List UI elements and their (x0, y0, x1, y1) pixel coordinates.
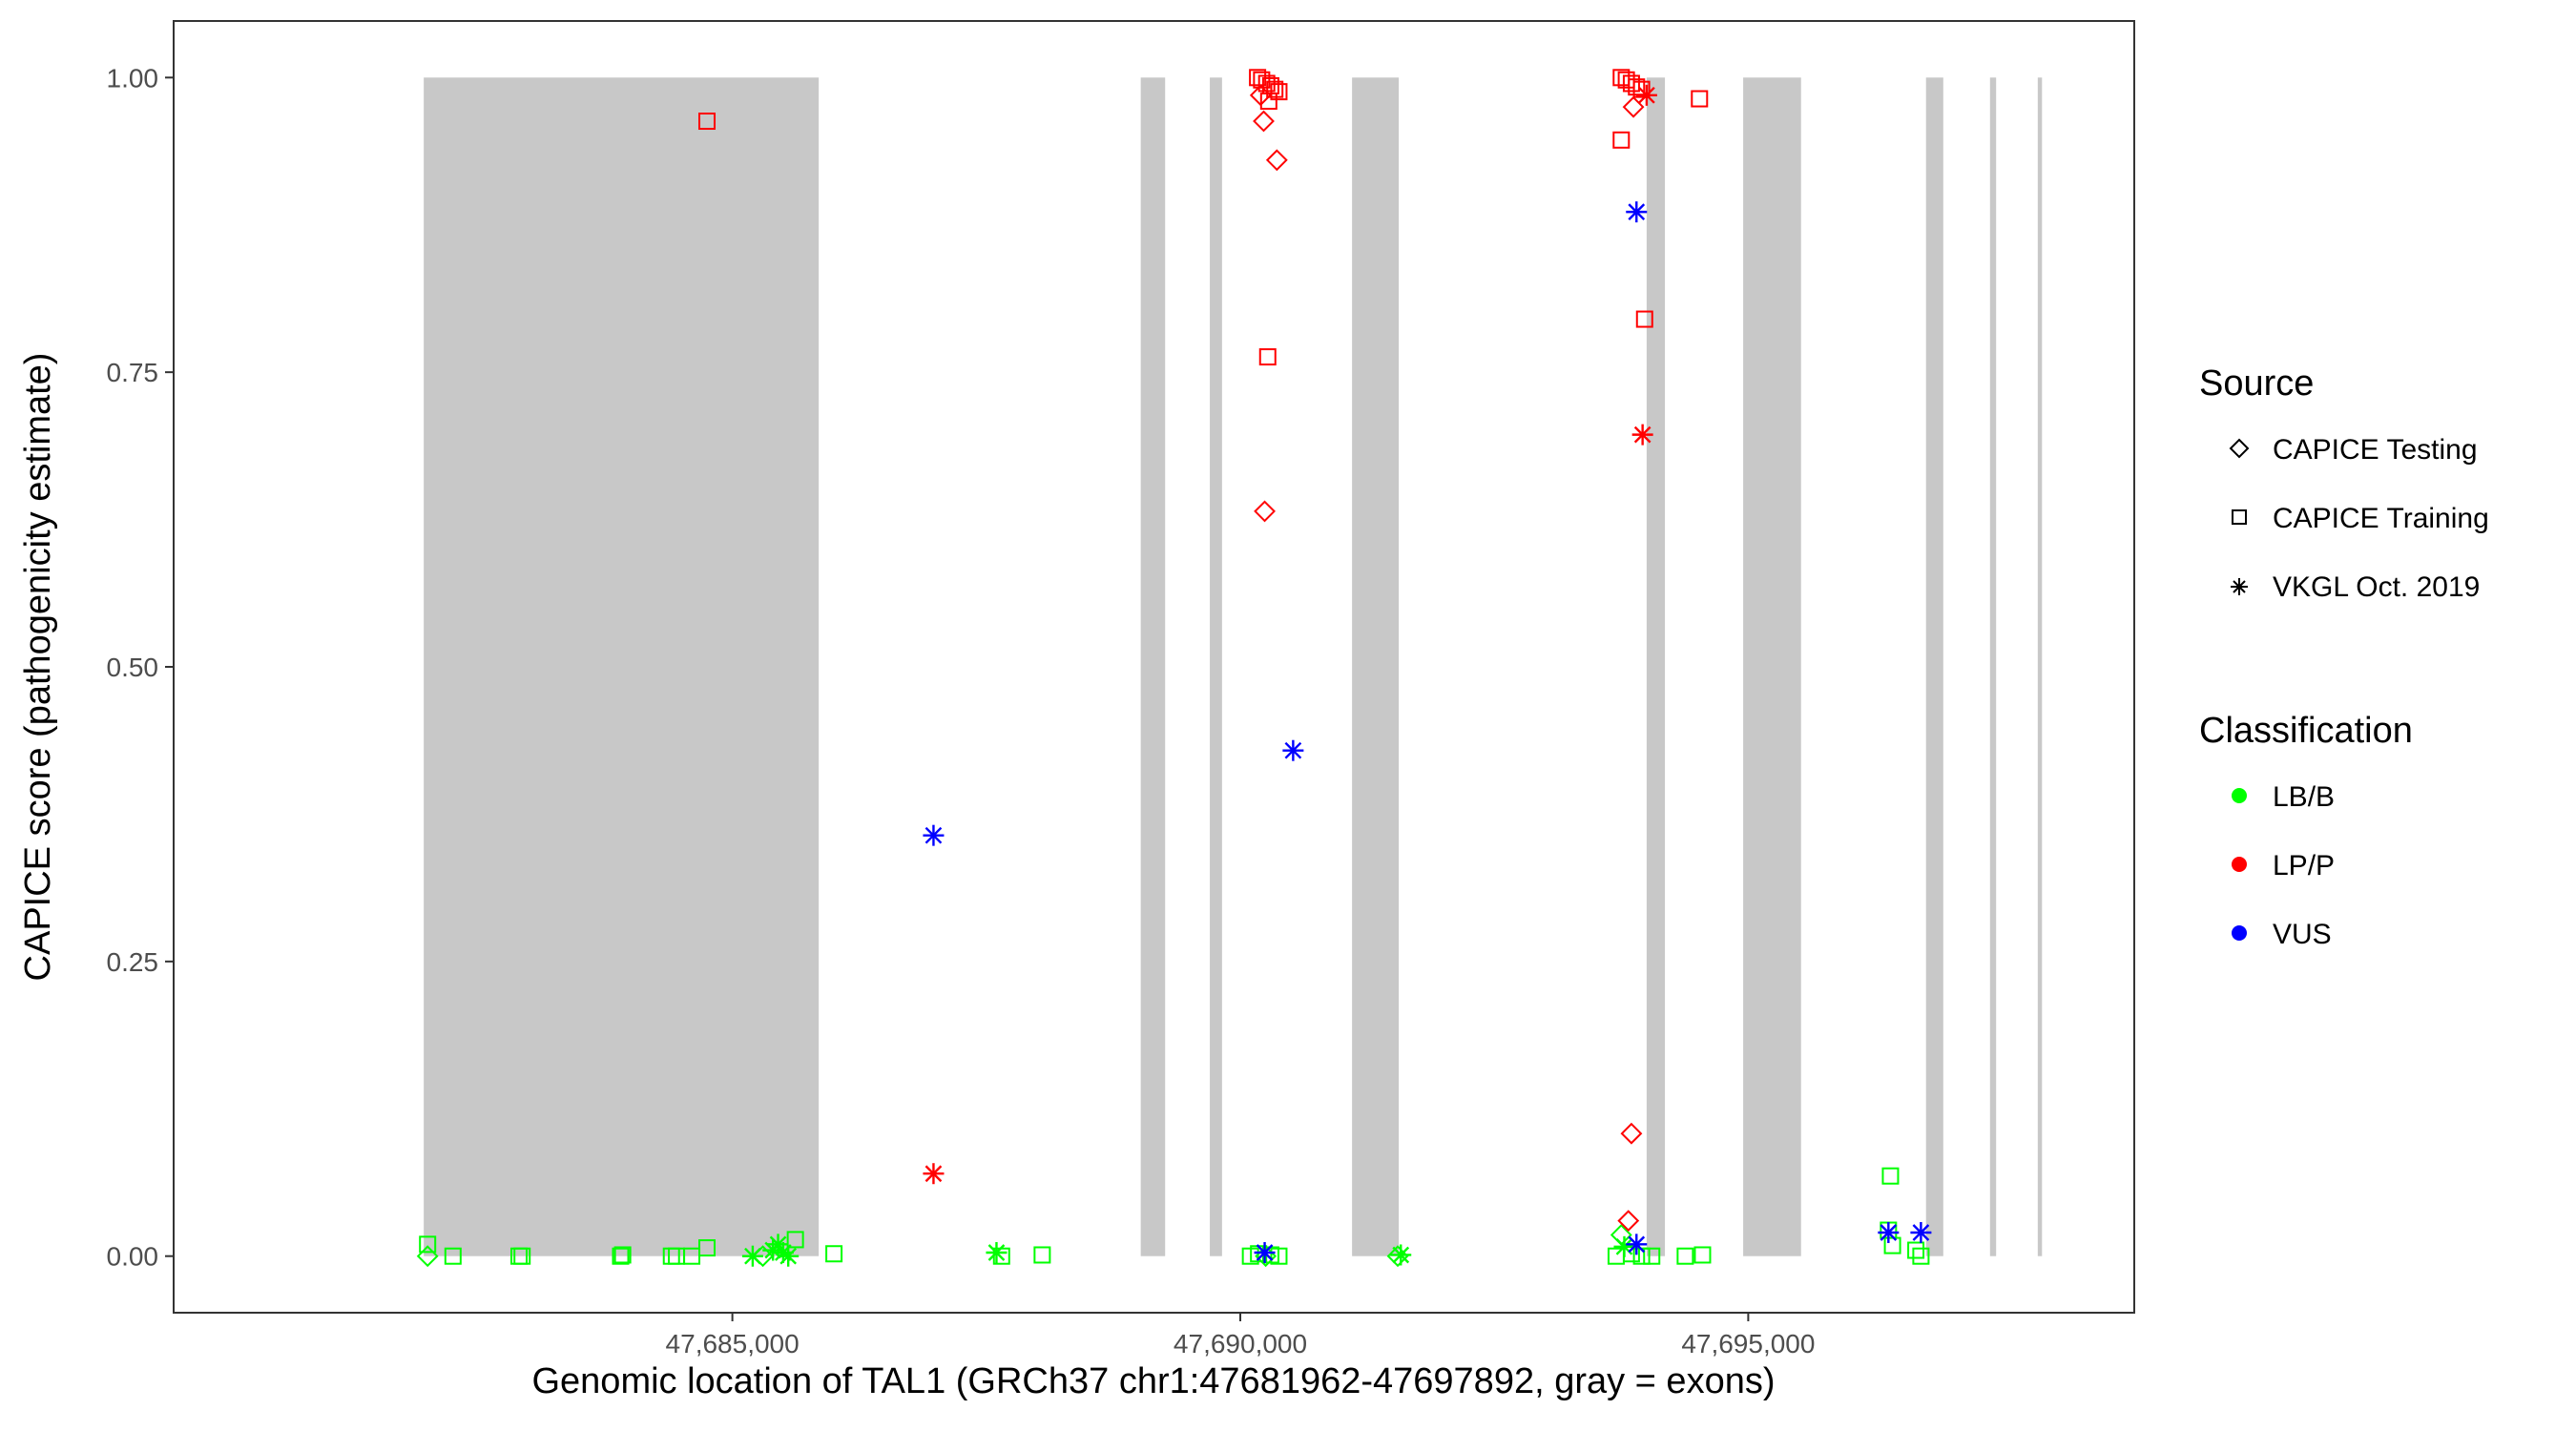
legend-source-title: Source (2199, 363, 2314, 404)
point-square (1259, 93, 1278, 111)
legend-item-vkgl: VKGL Oct. 2019 (2231, 571, 2480, 603)
x-axis: 47,685,000 47,690,000 47,695,000 (666, 1313, 1815, 1358)
point-square (825, 1245, 843, 1263)
legend-item-lp-p: LP/P (2232, 850, 2335, 881)
legend-label: CAPICE Testing (2273, 434, 2478, 466)
x-axis-title: Genomic location of TAL1 (GRCh37 chr1:47… (531, 1361, 1775, 1401)
legend-asterisk-icon (2231, 578, 2248, 595)
legend-classification-title: Classification (2199, 711, 2413, 751)
point-square (1033, 1246, 1051, 1264)
point-square (1612, 69, 1631, 87)
legend-square-icon (2232, 509, 2247, 525)
point-square (1612, 131, 1631, 149)
y-tick-label: 0.00 (107, 1242, 159, 1272)
point-diamond (416, 1245, 439, 1268)
legend-diamond-icon (2229, 438, 2250, 459)
exon-rect (1352, 77, 1400, 1256)
legend-item-capice-training: CAPICE Training (2232, 503, 2489, 534)
point-square (1676, 1247, 1694, 1265)
point-asterisk (1626, 201, 1648, 223)
legend-item-vus: VUS (2232, 919, 2332, 950)
point-asterisk (1635, 84, 1657, 106)
legend-dot-icon (2232, 788, 2247, 803)
legend-label: VKGL Oct. 2019 (2273, 571, 2480, 603)
data-points (416, 69, 1932, 1268)
point-square (1266, 80, 1284, 98)
point-square (613, 1246, 632, 1264)
point-asterisk (1631, 424, 1653, 446)
point-square (1622, 74, 1640, 93)
exon-rect (2037, 77, 2043, 1256)
x-tick-label: 47,695,000 (1681, 1329, 1815, 1358)
y-tick-label: 0.25 (107, 947, 159, 977)
point-asterisk (1282, 739, 1304, 761)
point-square (1258, 348, 1277, 366)
y-axis: 0.00 0.25 0.50 0.75 1.00 (107, 63, 174, 1272)
point-square (513, 1247, 531, 1265)
point-square (1270, 83, 1288, 101)
point-diamond (1265, 149, 1288, 172)
point-square (1881, 1167, 1900, 1185)
y-axis-title: CAPICE score (pathogenicity estimate) (18, 353, 58, 982)
exon-rect (1646, 77, 1666, 1256)
point-asterisk (1910, 1221, 1932, 1243)
point-square (1632, 80, 1651, 98)
point-diamond (1622, 95, 1645, 118)
point-asterisk (986, 1241, 1008, 1263)
point-square (698, 1239, 717, 1257)
legend-label: CAPICE Training (2273, 503, 2489, 534)
point-asterisk (923, 1163, 945, 1185)
point-square (419, 1235, 437, 1254)
point-square (992, 1247, 1010, 1265)
point-square (612, 1247, 630, 1265)
point-square (1643, 1247, 1661, 1265)
x-tick-label: 47,690,000 (1174, 1329, 1307, 1358)
legend-label: LP/P (2273, 850, 2335, 881)
point-diamond (1620, 1122, 1643, 1145)
point-asterisk (1390, 1244, 1412, 1266)
exon-regions (424, 77, 2043, 1256)
point-diamond (1254, 500, 1276, 523)
point-square (786, 1231, 804, 1249)
point-diamond (1617, 1210, 1640, 1233)
exon-rect (424, 77, 820, 1256)
point-square (1691, 90, 1709, 108)
exon-rect (1989, 77, 1997, 1256)
point-square (1912, 1247, 1930, 1265)
point-square (1635, 310, 1653, 328)
point-square (444, 1247, 462, 1265)
point-square (698, 113, 717, 131)
point-asterisk (1626, 1234, 1648, 1255)
x-tick-label: 47,685,000 (666, 1329, 800, 1358)
legend-dot-icon (2232, 857, 2247, 872)
exon-rect (1140, 77, 1166, 1256)
y-tick-label: 1.00 (107, 63, 159, 93)
point-asterisk (923, 824, 945, 846)
point-diamond (1253, 110, 1275, 133)
exon-rect (1743, 77, 1801, 1256)
legend-source: Source CAPICE Testing CAPICE Training VK… (2199, 363, 2489, 603)
exon-rect (1210, 77, 1222, 1256)
y-tick-label: 0.75 (107, 358, 159, 387)
point-asterisk (778, 1245, 800, 1267)
legend-label: VUS (2273, 919, 2332, 950)
point-square (1622, 1245, 1640, 1263)
legend-item-capice-testing: CAPICE Testing (2229, 434, 2478, 466)
y-tick-label: 0.50 (107, 653, 159, 682)
point-asterisk (1254, 1241, 1276, 1263)
legend-item-lb-b: LB/B (2232, 781, 2335, 813)
point-square (1270, 1247, 1288, 1265)
point-square (1907, 1241, 1925, 1259)
point-asterisk (1878, 1221, 1900, 1243)
legend-label: LB/B (2273, 781, 2335, 813)
legend-dot-icon (2232, 925, 2247, 941)
exon-rect (1925, 77, 1943, 1256)
point-square (1693, 1246, 1712, 1264)
legend-classification: Classification LB/B LP/P VUS (2199, 711, 2413, 950)
